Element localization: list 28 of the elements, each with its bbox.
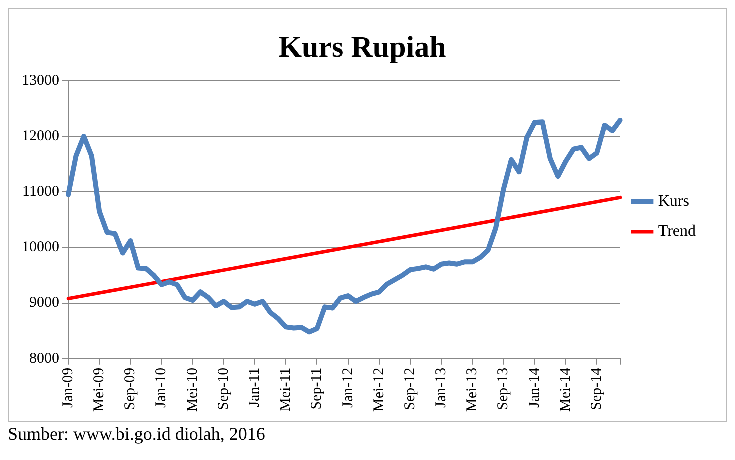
y-tick-label: 9000	[30, 295, 60, 312]
legend-label: Kurs	[658, 193, 690, 210]
x-tick-label: Mei-10	[184, 368, 201, 412]
x-tick-label: Jan-09	[60, 368, 76, 408]
y-tick-label: 11000	[22, 184, 60, 200]
x-tick-label: Jan-13	[434, 368, 450, 408]
y-tick-label: 12000	[22, 128, 60, 145]
x-tick-label: Mei-11	[278, 368, 294, 412]
y-tick-label: 13000	[22, 72, 60, 89]
legend-label: Trend	[658, 223, 696, 240]
x-tick-label: Sep-13	[496, 368, 512, 410]
text: Sumber: www.bi.go.id diolah, 2016	[8, 424, 266, 445]
x-tick-label: Sep-11	[309, 368, 326, 410]
x-tick-label: Jan-10	[154, 368, 170, 408]
x-tick-label: Jan-14	[526, 367, 543, 408]
x-tick-label: Sep-14	[588, 367, 605, 410]
chart-title: Kurs Rupiah	[278, 30, 447, 64]
x-tick-label: Mei-14	[558, 367, 574, 412]
x-tick-label: Sep-09	[122, 368, 139, 410]
y-tick-label: 10000	[22, 240, 60, 256]
x-tick-label: Mei-09	[92, 368, 108, 412]
x-tick-label: Mei-12	[371, 368, 388, 412]
x-tick-label: Mei-13	[464, 368, 481, 412]
x-tick-label: Sep-12	[402, 368, 418, 410]
x-tick-label: Sep-10	[216, 368, 232, 410]
y-tick-label: 8000	[30, 350, 60, 367]
x-tick-label: Jan-12	[340, 368, 356, 408]
x-tick-label: Jan-11	[246, 368, 263, 408]
